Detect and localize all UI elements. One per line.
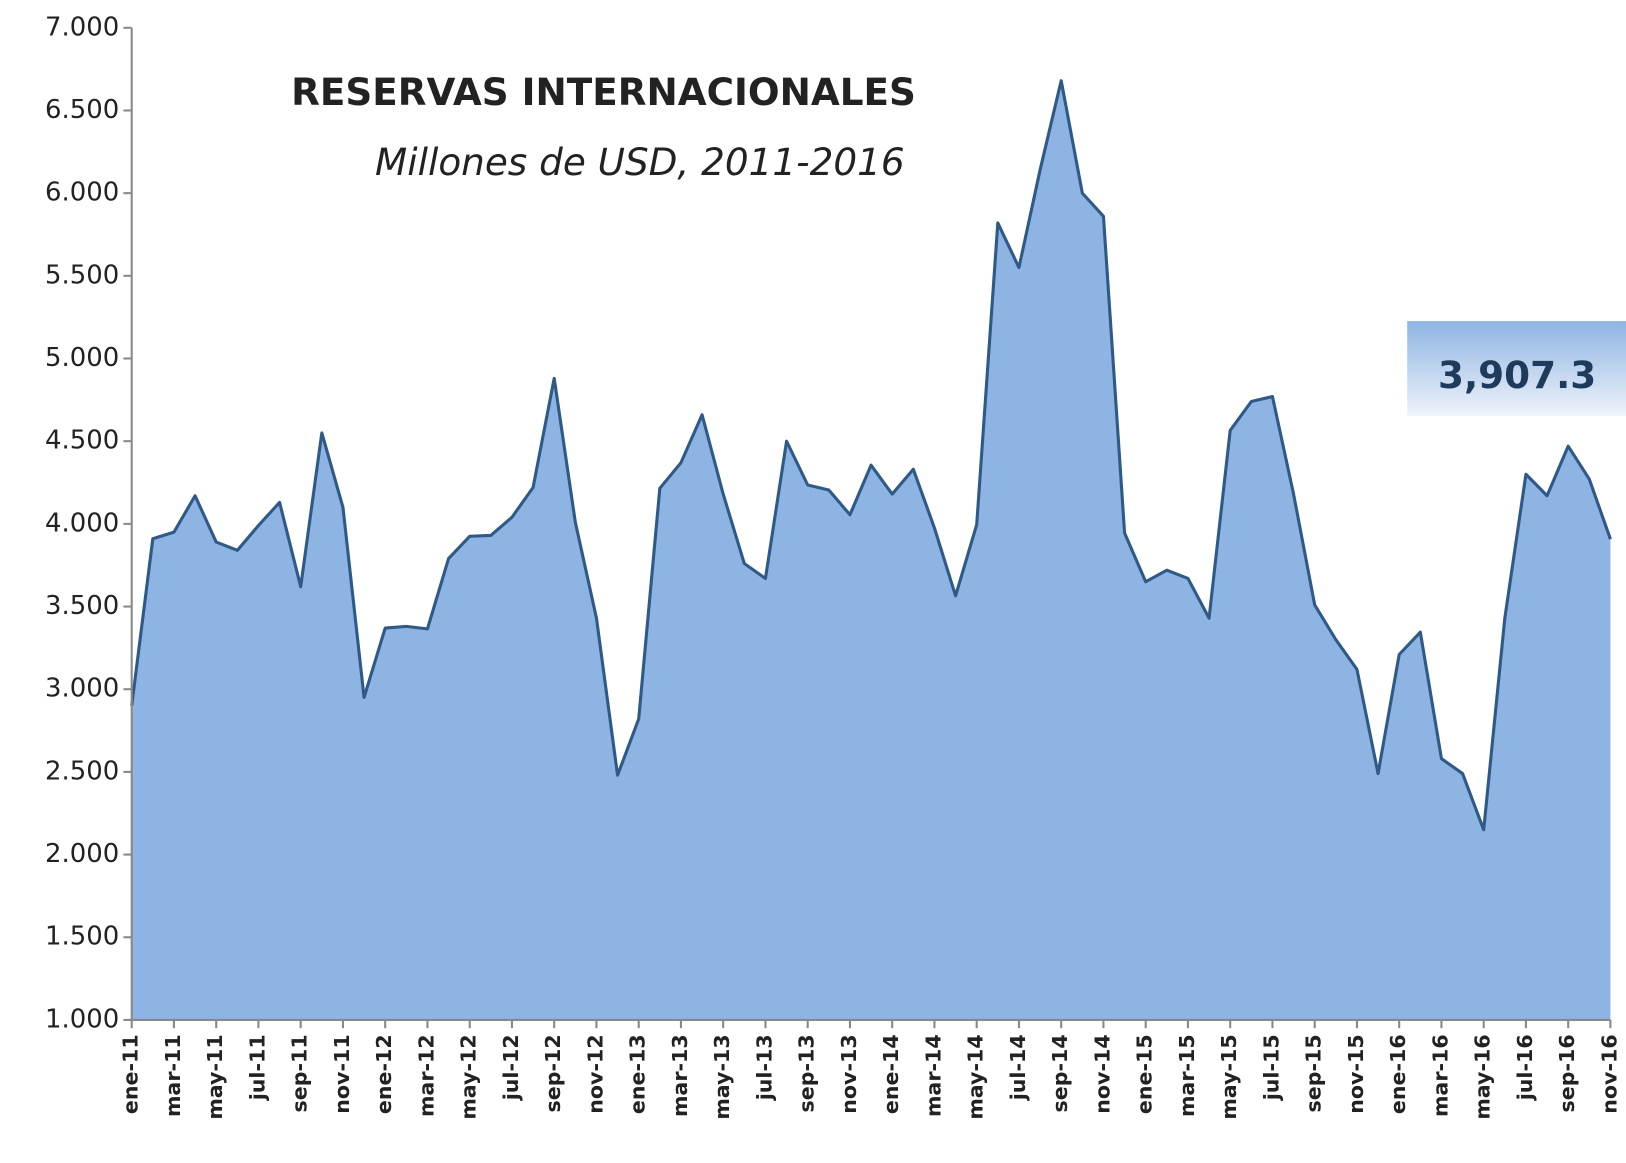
x-tick-label: may-14 <box>964 1034 988 1119</box>
x-tick-label: jul-14 <box>1006 1034 1030 1101</box>
y-tick-label: 2.000 <box>45 839 119 869</box>
y-tick-label: 6.000 <box>45 178 119 208</box>
x-tick-label: sep-12 <box>541 1034 565 1112</box>
chart-subtitle: Millones de USD, 2011-2016 <box>375 140 905 184</box>
chart-title: RESERVAS INTERNACIONALES <box>291 70 916 114</box>
x-tick-label: mar-14 <box>921 1034 945 1117</box>
y-tick-label: 1.500 <box>45 922 119 952</box>
x-tick-label: jul-12 <box>499 1034 523 1101</box>
x-tick-label: mar-11 <box>161 1034 185 1117</box>
x-tick-label: ene-12 <box>372 1034 396 1114</box>
y-tick-label: 2.500 <box>45 756 119 786</box>
x-tick-label: mar-12 <box>414 1034 438 1117</box>
x-tick-label: sep-16 <box>1555 1034 1579 1112</box>
y-tick-label: 4.000 <box>45 508 119 538</box>
x-tick-label: mar-13 <box>668 1034 692 1117</box>
x-tick-label: jul-13 <box>752 1034 776 1101</box>
x-tick-label: ene-16 <box>1386 1034 1410 1114</box>
x-tick-label: sep-11 <box>288 1034 312 1112</box>
y-tick-label: 5.500 <box>45 260 119 290</box>
x-tick-label: mar-15 <box>1175 1034 1199 1117</box>
y-tick-label: 3.000 <box>45 674 119 704</box>
y-tick-label: 6.500 <box>45 95 119 125</box>
x-tick-label: may-13 <box>710 1034 734 1119</box>
x-tick-label: jul-15 <box>1259 1034 1283 1101</box>
x-tick-label: may-15 <box>1217 1034 1241 1119</box>
x-tick-label: nov-13 <box>837 1034 861 1113</box>
x-tick-label: may-16 <box>1471 1034 1495 1119</box>
x-tick-label: sep-15 <box>1302 1034 1326 1112</box>
y-tick-label: 4.500 <box>45 426 119 456</box>
x-tick-label: ene-14 <box>879 1034 903 1114</box>
annotation-box <box>1407 321 1626 416</box>
annotation: 3,907.3 <box>1438 353 1596 397</box>
x-tick-label: ene-15 <box>1133 1034 1157 1114</box>
x-tick-label: mar-16 <box>1428 1034 1452 1117</box>
x-tick-label: sep-13 <box>795 1034 819 1112</box>
x-tick-label: may-11 <box>203 1034 227 1119</box>
x-tick-label: jul-16 <box>1513 1034 1537 1101</box>
area-line <box>130 79 1612 832</box>
x-tick-label: jul-11 <box>245 1034 269 1101</box>
y-tick-label: 7.000 <box>45 12 119 42</box>
x-tick-label: nov-14 <box>1090 1034 1114 1113</box>
x-tick-label: sep-14 <box>1048 1034 1072 1112</box>
x-tick-label: nov-15 <box>1344 1034 1368 1113</box>
y-tick-label: 3.500 <box>45 591 119 621</box>
x-tick-label: may-12 <box>457 1034 481 1119</box>
plot-area: 1.000 1.500 2.000 2.500 3.000 3.500 4.000 4.500… <box>45 12 1621 1119</box>
x-tick-label: nov-11 <box>330 1034 354 1113</box>
area <box>131 80 1611 1020</box>
x-tick-label: ene-13 <box>626 1034 650 1114</box>
x-tick-label: nov-16 <box>1597 1034 1621 1113</box>
x-tick-label: nov-12 <box>583 1034 607 1113</box>
y-tick-label: 5.000 <box>45 343 119 373</box>
y-tick-label: 1.000 <box>45 1004 119 1034</box>
x-tick-label: ene-11 <box>119 1034 143 1114</box>
